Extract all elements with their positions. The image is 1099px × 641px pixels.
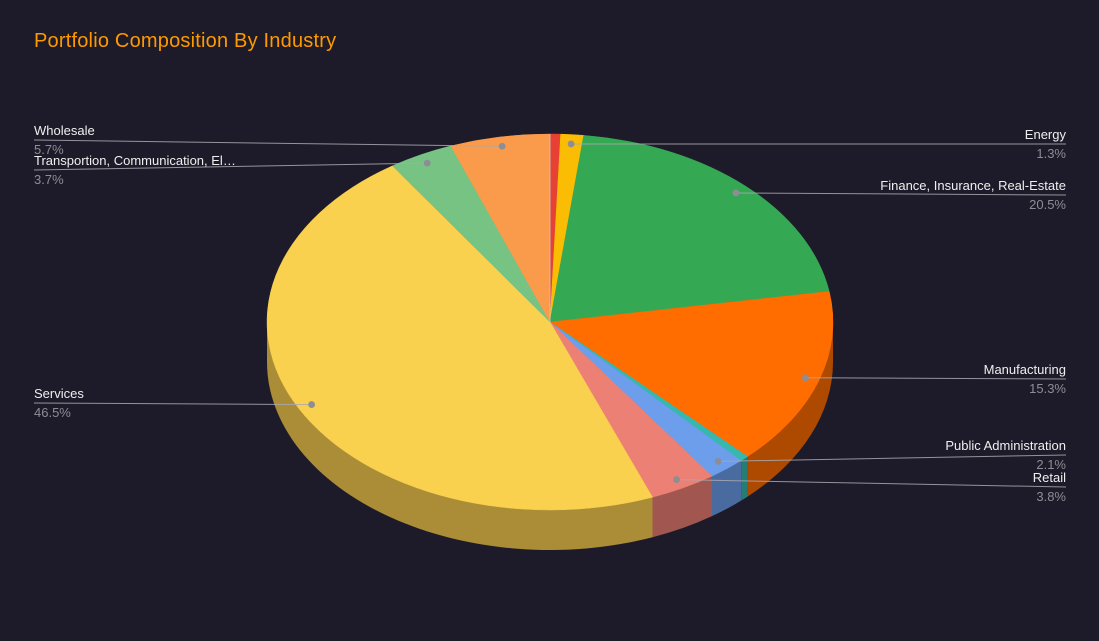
slice-label-text: Finance, Insurance, Real-Estate	[880, 178, 1066, 193]
slice-label-text: Retail	[1032, 470, 1066, 485]
leader-line-manufacturing	[805, 377, 1067, 380]
pie-slice-side-retail	[652, 476, 712, 538]
leader-line-services	[33, 402, 312, 406]
slice-label-energy: Energy 1.3%	[1025, 127, 1066, 162]
slice-percent-text: 46.5%	[34, 405, 71, 420]
slice-label-text: Public Administration	[945, 438, 1066, 453]
leader-dot-wholesale	[498, 142, 506, 150]
slice-label-transportation: Transportion, Communication, El… 3.7%	[34, 153, 236, 188]
slice-label-retail: Retail 3.8%	[1033, 470, 1066, 505]
slice-percent-text: 15.3%	[1029, 381, 1066, 396]
slice-label-text: Manufacturing	[983, 362, 1066, 377]
pie-slice-manufacturing[interactable]	[549, 291, 834, 457]
leader-dot-services	[308, 401, 316, 408]
pie-slice-side-services	[267, 322, 653, 550]
slice-label-text: Wholesale	[34, 123, 95, 138]
leader-dot-finance	[732, 189, 740, 197]
pie-slice-finance[interactable]	[549, 135, 830, 323]
leader-line-transportation	[33, 162, 428, 171]
leader-dot-energy	[567, 140, 575, 148]
pie-slice-side-manufacturing	[747, 322, 834, 497]
leader-line-retail	[676, 479, 1067, 488]
slice-label-manufacturing: Manufacturing 15.3%	[984, 362, 1066, 397]
leader-line-finance	[735, 192, 1067, 196]
slice-label-public-administration: Public Administration 2.1%	[945, 438, 1066, 473]
slice-label-wholesale: Wholesale 5.7%	[34, 123, 95, 158]
slice-label-finance: Finance, Insurance, Real-Estate 20.5%	[880, 178, 1066, 213]
leader-dot-manufacturing	[802, 374, 809, 382]
slice-percent-text: 3.7%	[34, 172, 64, 187]
slice-percent-text: 5.7%	[34, 142, 64, 157]
slice-percent-text: 3.8%	[1036, 489, 1066, 504]
leader-line-wholesale	[33, 139, 503, 147]
slice-label-text: Transportion, Communication, El…	[34, 153, 236, 168]
chart-title: Portfolio Composition By Industry	[34, 30, 337, 52]
leader-line-public-administration	[718, 454, 1067, 462]
slice-percent-text: 2.1%	[1036, 457, 1066, 472]
pie-slice-side-public-administration	[712, 460, 742, 517]
pie-slice-services[interactable]	[266, 165, 653, 511]
slice-label-services: Services 46.5%	[34, 386, 84, 421]
leader-dot-public-administration	[714, 457, 722, 465]
slice-percent-text: 1.3%	[1036, 146, 1066, 161]
pie-slice-side-other-b	[741, 456, 748, 501]
leader-dot-transportation	[423, 159, 431, 167]
slice-label-text: Services	[34, 386, 84, 401]
slice-percent-text: 20.5%	[1029, 197, 1066, 212]
slice-label-text: Energy	[1024, 127, 1066, 142]
leader-dot-retail	[673, 476, 680, 483]
